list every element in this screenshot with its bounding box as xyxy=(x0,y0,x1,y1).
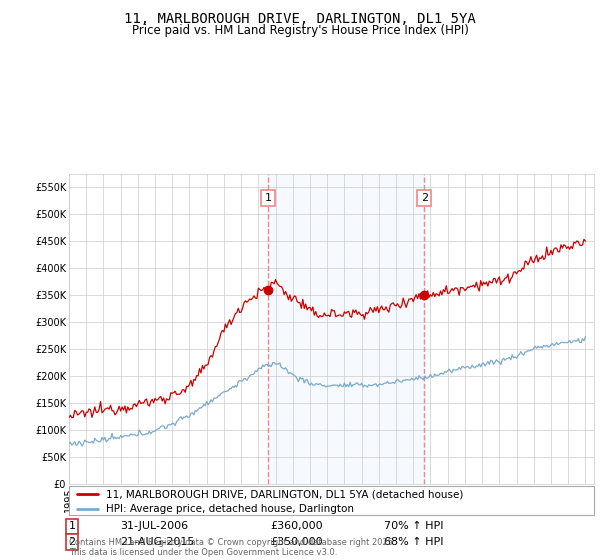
Text: Price paid vs. HM Land Registry's House Price Index (HPI): Price paid vs. HM Land Registry's House … xyxy=(131,24,469,36)
Text: 11, MARLBOROUGH DRIVE, DARLINGTON, DL1 5YA: 11, MARLBOROUGH DRIVE, DARLINGTON, DL1 5… xyxy=(124,12,476,26)
Text: £360,000: £360,000 xyxy=(270,521,323,531)
Text: HPI: Average price, detached house, Darlington: HPI: Average price, detached house, Darl… xyxy=(106,504,354,514)
Text: Contains HM Land Registry data © Crown copyright and database right 2025.
This d: Contains HM Land Registry data © Crown c… xyxy=(69,538,395,557)
Bar xyxy=(268,174,424,484)
Text: 11, MARLBOROUGH DRIVE, DARLINGTON, DL1 5YA (detached house): 11, MARLBOROUGH DRIVE, DARLINGTON, DL1 5… xyxy=(106,489,463,499)
Text: 2: 2 xyxy=(421,193,428,203)
Text: 2: 2 xyxy=(68,537,76,547)
Text: 68% ↑ HPI: 68% ↑ HPI xyxy=(384,537,443,547)
Text: 1: 1 xyxy=(265,193,272,203)
Text: 31-JUL-2006: 31-JUL-2006 xyxy=(120,521,188,531)
Text: 21-AUG-2015: 21-AUG-2015 xyxy=(120,537,194,547)
Text: £350,000: £350,000 xyxy=(270,537,323,547)
Text: 1: 1 xyxy=(68,521,76,531)
Text: 70% ↑ HPI: 70% ↑ HPI xyxy=(384,521,443,531)
